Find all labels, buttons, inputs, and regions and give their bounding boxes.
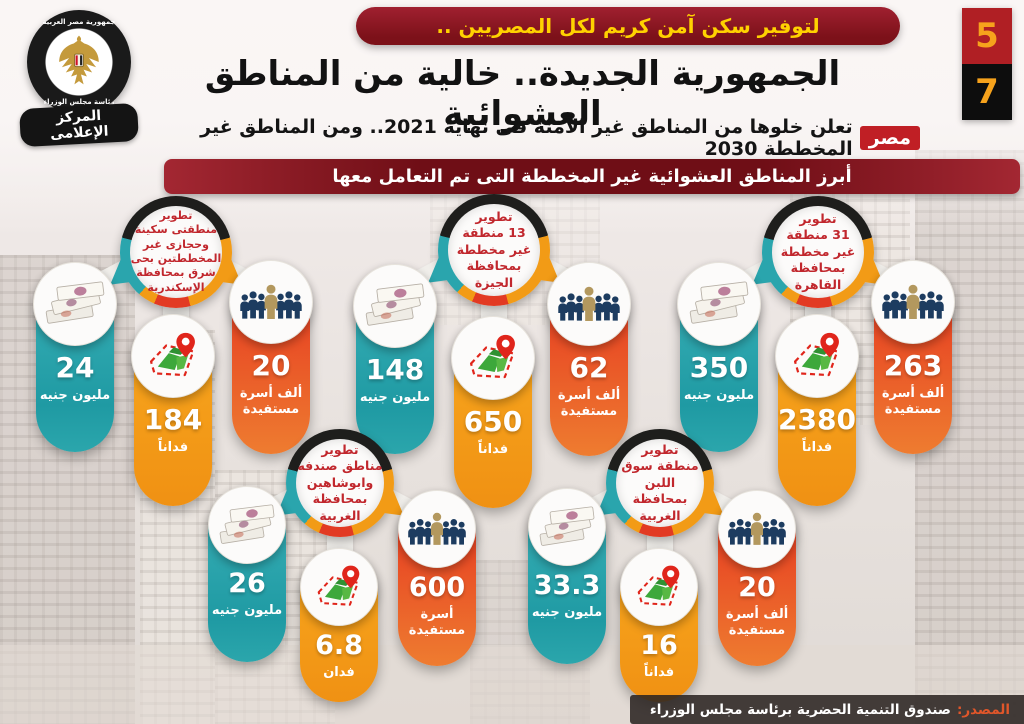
area-pill-cairo: 2380 فداناً: [775, 314, 859, 506]
families-value: 62: [569, 351, 609, 384]
hub-sandafa: تطوير مناطق صندفه وابوشاهين بمحافظة الغر…: [286, 429, 394, 537]
family-icon: [718, 490, 796, 568]
budget-pill-alexandria: 24 مليون جنيه: [33, 262, 117, 452]
families-label: ألف أسرة مستفيدة: [239, 386, 303, 418]
area-pill-alexandria: 184 فداناً: [131, 314, 215, 506]
page-number-indicator: 5 7: [962, 8, 1012, 120]
hub-souq-allaban: تطوير منطقة سوق اللبن بمحافظة الغربية: [606, 429, 714, 537]
budget-label: مليون جنيه: [359, 390, 431, 405]
eagle-emblem-icon: جمهورية مصر العربية رئاسة مجلس الوزراء: [27, 10, 131, 114]
map-pin-icon: [300, 548, 378, 626]
section-banner: أبرز المناطق العشوائية غير المخططة التى …: [164, 159, 1020, 194]
hub-cairo: تطوير 31 منطقة غير مخططة بمحافظة القاهرة: [762, 196, 874, 308]
budget-value: 350: [689, 351, 749, 384]
media-center-label: المركز الإعلامى: [19, 102, 139, 148]
area-label: فداناً: [643, 665, 675, 680]
families-pill-giza: 62 ألف أسرة مستفيدة: [547, 262, 631, 456]
families-label: ألف أسرة مستفيدة: [557, 388, 621, 420]
budget-pill-cairo: 350 مليون جنيه: [677, 262, 761, 452]
area-value: 650: [463, 405, 523, 438]
families-pill-alexandria: 20 ألف أسرة مستفيدة: [229, 260, 313, 454]
area-pill-sandafa: 6.8 فدان: [300, 548, 378, 702]
families-value: 600: [408, 572, 466, 603]
area-label: فداناً: [157, 440, 189, 455]
families-value: 20: [251, 349, 291, 382]
map-pin-icon: [775, 314, 859, 398]
families-label: ألف أسرة مستفيدة: [881, 386, 945, 418]
budget-value: 33.3: [533, 570, 601, 601]
area-pill-giza: 650 فداناً: [451, 316, 535, 508]
budget-label: مليون جنيه: [39, 388, 111, 403]
source-label: المصدر:: [956, 701, 1010, 718]
banknotes-icon: [677, 262, 761, 346]
families-pill-souq-allaban: 20 ألف أسرة مستفيدة: [718, 490, 796, 666]
families-value: 20: [738, 572, 776, 603]
egypt-tag: مصر: [859, 126, 920, 150]
logo-ring-bottom-text: رئاسة مجلس الوزراء: [43, 98, 115, 106]
area-value: 16: [640, 630, 678, 661]
source-bar: المصدر: صندوق التنمية الحضرية برئاسة مجل…: [630, 695, 1024, 724]
source-text: صندوق التنمية الحضرية برئاسة مجلس الوزرا…: [649, 701, 951, 718]
families-label: ألف أسرة مستفيدة: [725, 607, 789, 639]
hub-giza: تطوير 13 منطقة غير مخططة بمحافظة الجيزة: [438, 194, 550, 306]
budget-value: 26: [228, 568, 266, 599]
subtitle-text: تعلن خلوها من المناطق غير الآمنة فى نهاي…: [200, 116, 853, 160]
family-icon: [229, 260, 313, 344]
page-title: الجمهورية الجديدة.. خالية من المناطق الع…: [204, 54, 841, 134]
logo-ring-top-text: جمهورية مصر العربية: [42, 18, 116, 26]
hub-title: تطوير 13 منطقة غير مخططة بمحافظة الجيزة: [456, 208, 532, 290]
subtitle: مصر تعلن خلوها من المناطق غير الآمنة فى …: [140, 116, 920, 160]
hub-title: تطوير 31 منطقة غير مخططة بمحافظة القاهرة: [780, 210, 856, 292]
area-label: فداناً: [477, 442, 509, 457]
budget-pill-giza: 148 مليون جنيه: [353, 264, 437, 454]
families-label: أسرة مستفيدة: [408, 607, 466, 639]
families-pill-cairo: 263 ألف أسرة مستفيدة: [871, 260, 955, 454]
map-pin-icon: [451, 316, 535, 400]
hub-title: تطوير منطقتى سكينة وحجازى غير المخططتين …: [130, 209, 222, 294]
eagle-icon: [52, 33, 106, 91]
budget-pill-sandafa: 26 مليون جنيه: [208, 486, 286, 662]
area-value: 184: [143, 403, 203, 436]
family-icon: [547, 262, 631, 346]
budget-value: 24: [55, 351, 95, 384]
map-pin-icon: [620, 548, 698, 626]
government-logo: جمهورية مصر العربية رئاسة مجلس الوزراء ا…: [19, 10, 139, 148]
budget-label: مليون جنيه: [531, 605, 603, 620]
map-pin-icon: [131, 314, 215, 398]
hub-title: تطوير مناطق صندفه وابوشاهين بمحافظة الغر…: [297, 441, 383, 523]
budget-label: مليون جنيه: [211, 603, 283, 618]
area-pill-souq-allaban: 16 فداناً: [620, 548, 698, 702]
hub-alexandria: تطوير منطقتى سكينة وحجازى غير المخططتين …: [120, 196, 232, 308]
area-value: 6.8: [315, 630, 363, 661]
families-pill-sandafa: 600 أسرة مستفيدة: [398, 490, 476, 666]
families-value: 263: [883, 349, 943, 382]
area-label: فدان: [323, 665, 355, 680]
hub-title: تطوير منطقة سوق اللبن بمحافظة الغربية: [621, 441, 699, 523]
family-icon: [398, 490, 476, 568]
budget-pill-souq-allaban: 33.3 مليون جنيه: [528, 488, 606, 664]
area-value: 2380: [778, 403, 856, 436]
area-label: فداناً: [801, 440, 833, 455]
banknotes-icon: [353, 264, 437, 348]
family-icon: [871, 260, 955, 344]
slogan-banner: لتوفير سكن آمن كريم لكل المصريين ..: [356, 7, 900, 45]
banknotes-icon: [208, 486, 286, 564]
budget-value: 148: [365, 353, 425, 386]
page-number-bottom: 7: [962, 64, 1012, 120]
banknotes-icon: [528, 488, 606, 566]
banknotes-icon: [33, 262, 117, 346]
budget-label: مليون جنيه: [683, 388, 755, 403]
page-number-top: 5: [962, 8, 1012, 64]
